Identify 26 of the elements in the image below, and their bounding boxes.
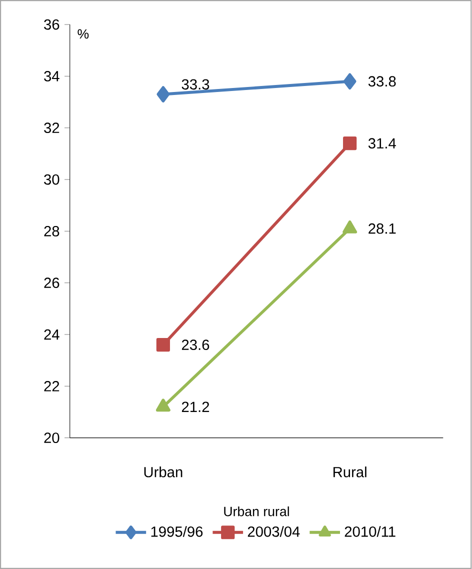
x-axis-title: Urban rural — [224, 506, 290, 516]
y-tick-label: 36 — [44, 19, 60, 30]
data-label: 31.4 — [368, 138, 396, 149]
legend-label: 1995/96 — [151, 526, 203, 537]
data-label: 33.3 — [182, 79, 210, 90]
point — [156, 86, 170, 102]
x-tick-label: Rural — [334, 466, 367, 478]
data-label: 28.1 — [368, 223, 396, 234]
data-label: 33.8 — [368, 76, 396, 87]
legend-label: 2003/04 — [248, 526, 300, 537]
point — [343, 136, 357, 150]
point — [344, 73, 356, 90]
data-label: 21.2 — [182, 402, 210, 412]
y-tick-label: 20 — [44, 432, 60, 444]
data-label: 23.6 — [182, 340, 210, 350]
y-tick-label: 28 — [44, 226, 60, 236]
x-tick-label: Urban — [144, 466, 182, 478]
y-tick-label: 22 — [44, 381, 60, 392]
y-tick-label: 32 — [44, 122, 60, 134]
legend-label: 2010/11 — [345, 526, 396, 537]
y-axis-title: % — [78, 29, 89, 39]
point — [156, 338, 170, 352]
y-tick-label: 24 — [44, 329, 60, 340]
y-tick-label: 26 — [44, 278, 60, 288]
y-tick-label: 34 — [44, 71, 60, 82]
y-tick-label: 30 — [44, 174, 60, 185]
